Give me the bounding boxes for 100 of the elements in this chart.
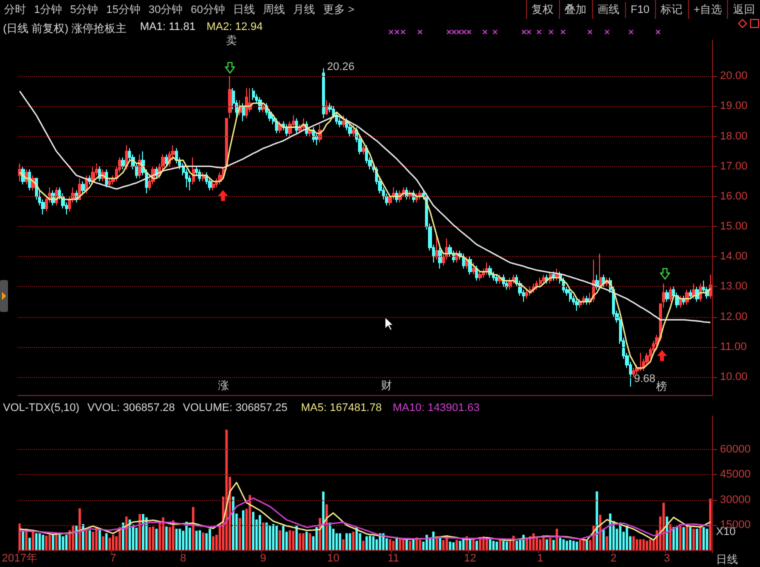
candlestick [632,367,635,378]
line-series [18,497,712,540]
bar [242,510,244,550]
chart-title: VOL-TDX(5,10) [3,402,80,414]
bar [265,522,268,550]
bar [95,527,98,550]
bar [18,524,21,550]
bar [65,534,68,550]
text: 30分钟 [148,3,184,17]
candlestick [108,178,111,188]
bar [122,522,124,550]
bar [548,538,552,550]
bar [448,542,452,550]
x-tick-label: 3 [664,552,670,564]
bar [508,540,512,550]
candlestick [639,352,642,372]
bar [646,540,648,550]
candlestick [679,295,682,308]
candlestick [699,283,702,302]
line-series [18,102,712,369]
y-tick-label: 30000 [720,494,751,506]
x-tick-label: 11 [388,552,400,564]
bar [506,542,508,550]
text: 5分钟 [69,3,100,17]
y-tick-label: 18.00 [720,130,748,142]
bar [702,527,705,550]
candlestick [525,289,528,300]
candlestick [575,298,579,312]
candlestick [475,265,478,282]
text: 月线 [292,3,316,17]
bar [498,540,502,550]
bar [78,508,81,550]
bar [55,534,58,550]
candlestick [692,283,695,300]
candlestick [262,102,265,113]
text: 周线 [262,3,286,17]
bar [325,504,328,550]
candlestick [415,192,418,203]
text: 叠加 [558,0,592,19]
text: MA5: 167481.78 [301,402,382,414]
bar [305,532,308,550]
bar [649,539,652,550]
bar [38,533,41,550]
x-tick-label: 7 [110,552,116,564]
text: F10 [624,2,655,18]
bar [406,540,408,550]
bar [108,538,111,550]
chart-title: (日线 前复权) 涨停抢板主 [3,23,126,35]
bar [125,516,128,550]
candlestick [242,102,245,122]
x-tick-label: 9 [260,552,266,564]
bar [709,498,712,550]
bar [596,491,598,550]
candlestick [665,289,669,302]
bar [162,517,164,550]
text: +自选 [688,0,727,19]
y-tick-label: 45000 [720,468,751,481]
candlestick [18,162,21,182]
bar [496,542,498,550]
text: VVOL: 306857.28 [87,402,175,414]
bar [689,527,692,550]
bar [208,528,212,550]
x-tick-label: 2017年 [2,552,38,564]
bar [82,524,84,550]
bar [98,528,101,550]
candlestick [669,286,672,302]
candlestick [689,289,692,300]
text: 分时 [3,3,27,17]
bar [558,538,562,550]
bar [365,536,368,550]
text: 更多 > [322,3,356,17]
bar [679,524,682,550]
bar [292,530,294,550]
bar [158,521,162,550]
bar [75,526,78,550]
candlestick [165,154,168,167]
bar [418,540,422,550]
bar [298,533,302,550]
bar [699,526,702,550]
text: VOLUME: 306857.25 [182,402,288,414]
bar [152,526,154,550]
y-tick-label: 14.00 [720,250,748,263]
text: 1分钟 [33,3,64,17]
candlestick [465,256,468,270]
bar [432,532,435,550]
bar [178,528,182,550]
candlestick [709,274,712,300]
bar [345,533,348,550]
bar [85,528,88,550]
x-tick-label: 8 [180,552,186,564]
candlestick [539,277,542,288]
bar [672,527,675,550]
y-tick-label: 12.00 [720,310,748,323]
bar [248,495,252,550]
candlestick [192,156,195,185]
bar [442,540,445,550]
line-series [18,90,712,324]
bar [272,524,274,550]
candlestick [342,114,345,128]
bar [609,513,612,550]
